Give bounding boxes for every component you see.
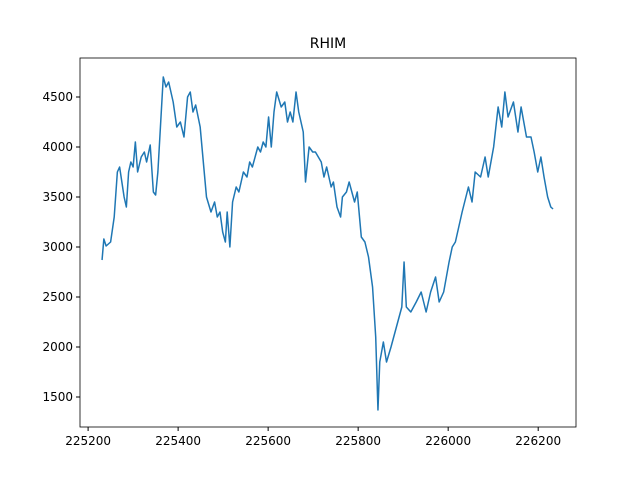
y-tick-label: 2000 xyxy=(42,340,73,354)
x-tick-label: 225400 xyxy=(155,434,201,448)
line-series xyxy=(101,76,554,411)
x-tick-label: 226200 xyxy=(515,434,561,448)
plot-frame xyxy=(79,57,577,428)
x-tick-label: 225600 xyxy=(245,434,291,448)
y-tick-label: 3000 xyxy=(42,240,73,254)
y-tick-label: 4000 xyxy=(42,140,73,154)
y-tick-label: 1500 xyxy=(42,390,73,404)
y-tick-label: 4500 xyxy=(42,90,73,104)
x-tick-label: 226000 xyxy=(425,434,471,448)
chart-title: RHIM xyxy=(310,36,346,52)
x-tick-label: 225200 xyxy=(65,434,111,448)
y-tick-label: 2500 xyxy=(42,290,73,304)
x-tick-label: 225800 xyxy=(335,434,381,448)
y-tick-label: 3500 xyxy=(42,190,73,204)
